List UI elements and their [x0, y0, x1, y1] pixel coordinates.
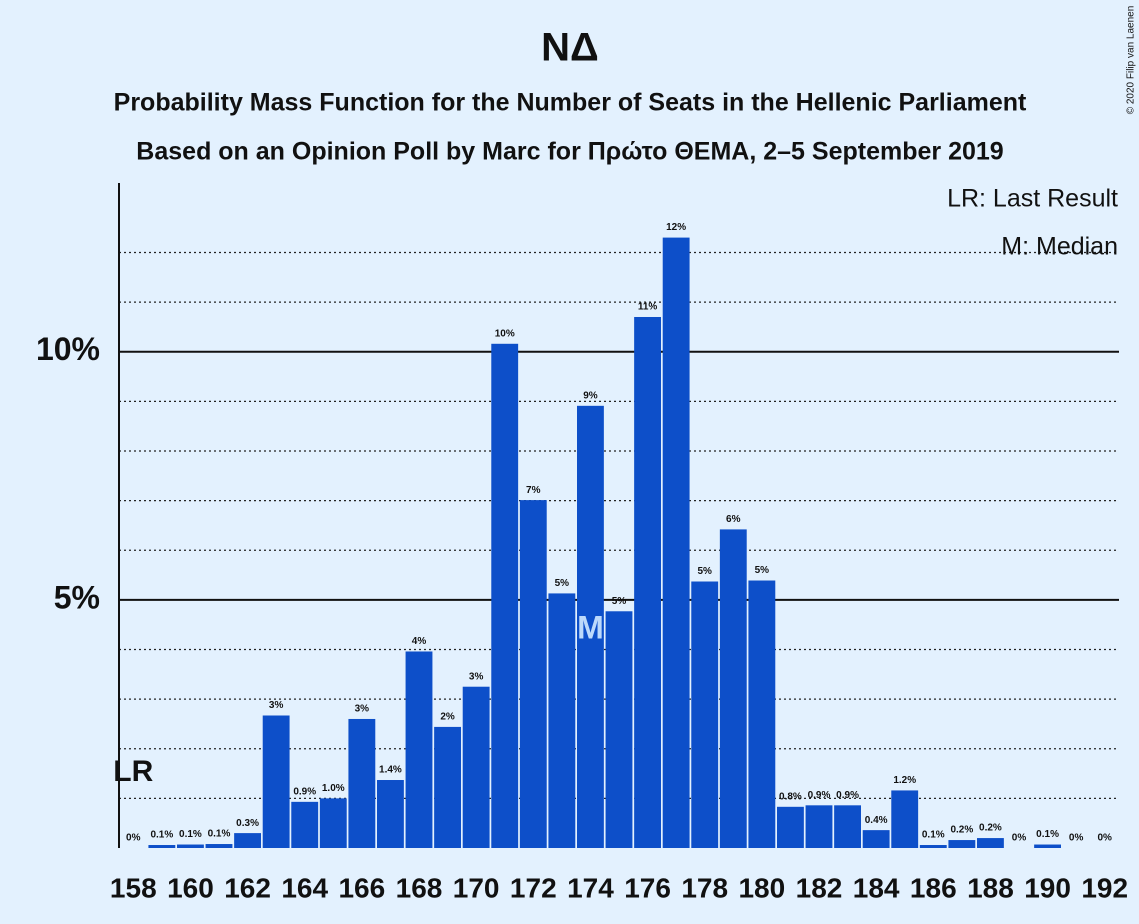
x-tick-label: 174	[567, 872, 614, 903]
bar	[519, 500, 547, 848]
bar	[234, 833, 261, 848]
x-tick-label: 184	[853, 872, 900, 903]
bar	[777, 806, 804, 848]
data-label: 0.1%	[179, 829, 202, 840]
bar	[748, 580, 776, 848]
data-label: 0.1%	[1036, 829, 1059, 840]
data-label: 1.0%	[322, 783, 345, 794]
x-tick-label: 176	[624, 872, 671, 903]
bar	[805, 805, 833, 848]
bar	[177, 844, 204, 848]
bar	[919, 845, 947, 848]
data-label: 0%	[1069, 833, 1084, 844]
x-tick-label: 160	[167, 872, 214, 903]
x-tick-label: 168	[396, 872, 443, 903]
data-label: 5%	[755, 565, 770, 576]
data-label: 0.9%	[808, 790, 831, 801]
last-result-marker: LR	[113, 755, 153, 788]
data-label: 5%	[555, 578, 570, 589]
x-tick-label: 170	[453, 872, 500, 903]
data-label: 0%	[1097, 833, 1112, 844]
bar	[262, 715, 290, 848]
x-tick-label: 180	[738, 872, 785, 903]
data-label: 3%	[355, 704, 370, 715]
data-label: 0%	[126, 833, 141, 844]
x-tick-label: 166	[338, 872, 385, 903]
bar	[1034, 844, 1061, 848]
data-label: 6%	[726, 514, 741, 525]
median-marker: M	[577, 609, 604, 645]
x-tick-label: 190	[1024, 872, 1071, 903]
bar	[148, 845, 176, 848]
bar	[348, 718, 376, 848]
y-tick-label: 10%	[36, 331, 100, 367]
legend-entry: LR: Last Result	[947, 185, 1118, 213]
bar	[719, 529, 747, 848]
bar	[977, 838, 1004, 848]
x-tick-label: 162	[224, 872, 271, 903]
x-tick-label: 172	[510, 872, 557, 903]
bar	[491, 343, 519, 848]
data-label: 0.3%	[236, 818, 259, 829]
y-tick-label: 5%	[54, 579, 100, 615]
data-label: 3%	[269, 700, 284, 711]
data-label: 2%	[440, 712, 455, 723]
bar	[377, 780, 404, 848]
x-tick-label: 186	[910, 872, 957, 903]
data-label: 3%	[469, 671, 484, 682]
bar	[548, 593, 576, 848]
x-tick-label: 188	[967, 872, 1014, 903]
x-tick-label: 192	[1081, 872, 1128, 903]
bar	[462, 686, 490, 848]
bar	[577, 405, 604, 848]
x-tick-label: 178	[681, 872, 728, 903]
data-label: 11%	[638, 302, 658, 313]
data-label: 0.9%	[836, 790, 859, 801]
data-label: 5%	[697, 566, 712, 577]
chart-subtitle: Probability Mass Function for the Number…	[114, 89, 1027, 117]
data-label: 9%	[583, 390, 598, 401]
copyright: © 2020 Filip van Laenen	[1126, 6, 1137, 115]
data-label: 1.2%	[893, 775, 916, 786]
bar	[834, 805, 861, 848]
data-label: 0.1%	[922, 830, 945, 841]
data-label: 0%	[1012, 833, 1027, 844]
data-label: 0.8%	[779, 791, 802, 802]
bar	[319, 798, 347, 848]
bar	[862, 830, 890, 848]
data-label: 1.4%	[379, 765, 402, 776]
bar	[605, 611, 633, 848]
bar	[405, 651, 433, 848]
x-tick-label: 158	[110, 872, 157, 903]
data-label: 12%	[666, 222, 686, 233]
bar	[291, 801, 319, 848]
data-label: 7%	[526, 485, 541, 496]
bar	[205, 844, 233, 848]
data-label: 0.4%	[865, 815, 888, 826]
bar	[948, 840, 976, 848]
bar	[891, 790, 919, 848]
chart-subtitle: Based on an Opinion Poll by Marc for Πρώ…	[136, 138, 1003, 166]
legend-entry: M: Median	[1001, 233, 1118, 261]
data-label: 5%	[612, 596, 627, 607]
data-label: 4%	[412, 636, 427, 647]
data-label: 0.1%	[208, 829, 231, 840]
chart-title: ΝΔ	[541, 26, 599, 70]
x-tick-label: 182	[796, 872, 843, 903]
bar	[691, 581, 719, 848]
data-label: 0.2%	[950, 825, 973, 836]
bar	[634, 316, 661, 848]
x-tick-label: 164	[281, 872, 328, 903]
data-label: 10%	[495, 328, 515, 339]
data-label: 0.9%	[293, 786, 316, 797]
bar	[662, 237, 690, 849]
data-label: 0.1%	[150, 830, 173, 841]
data-label: 0.2%	[979, 823, 1002, 834]
bar	[434, 726, 461, 848]
